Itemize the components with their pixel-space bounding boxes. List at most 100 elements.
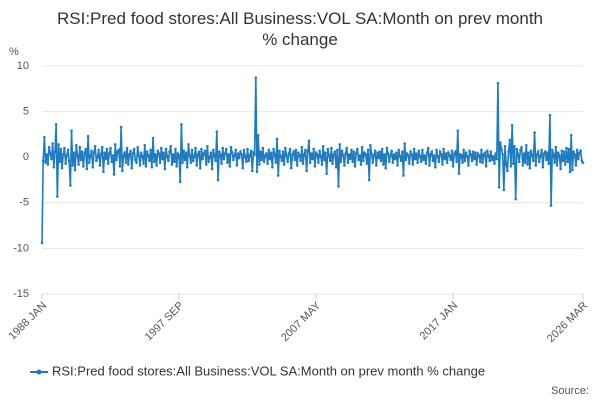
point [520,145,523,149]
point [568,170,572,174]
point [84,147,88,151]
point [490,158,494,162]
point [70,129,73,133]
point [157,152,161,155]
point [429,153,432,156]
point [424,162,428,165]
point [165,154,169,158]
point [149,148,152,152]
point [330,146,333,150]
point [142,162,145,165]
point [184,151,188,154]
point [419,160,423,164]
point [462,148,465,152]
point [278,149,281,153]
point [333,150,337,154]
point [291,153,294,156]
point [117,148,121,152]
point [171,153,175,156]
point [341,154,345,157]
point [160,146,163,150]
point [449,158,453,162]
point [275,137,279,141]
point [352,150,356,154]
point [182,149,186,153]
point [321,144,325,148]
source: Source: [551,385,589,397]
point [506,169,509,173]
point [161,157,164,161]
point [331,162,334,165]
point [185,165,189,169]
point [436,154,440,158]
point [131,152,135,155]
chart-title-line: RSI:Pred food stores:All Business:VOL SA… [57,9,543,28]
point [441,163,444,166]
point [475,163,478,166]
y-tick-label: 0 [23,151,29,163]
point [262,160,266,164]
point [566,160,569,164]
point [102,170,105,174]
point [134,158,137,162]
y-tick-label: 10 [17,60,29,72]
point [532,159,535,163]
point [561,159,565,163]
point [111,154,115,157]
point [486,149,489,153]
point [254,76,258,80]
point [451,165,455,168]
point [239,150,242,154]
point [155,164,158,167]
point [162,151,165,154]
point [528,166,532,170]
point [516,153,520,156]
point [109,146,112,150]
point [286,160,289,164]
point [217,150,221,154]
point [79,158,83,162]
point [344,152,347,155]
point [489,150,493,154]
point [474,151,477,154]
point [359,163,363,166]
point [463,159,467,163]
chart-title-line: % change [262,30,338,49]
point [509,165,513,168]
point [468,149,471,153]
point [61,153,65,156]
point [104,157,108,161]
point [174,147,177,151]
point [143,144,147,147]
point [313,165,317,168]
point [537,160,541,164]
point [216,178,220,182]
point [118,165,122,168]
point [180,123,183,126]
point [306,150,310,154]
point [552,153,555,156]
point [56,195,59,198]
point [403,142,406,145]
point [77,163,80,166]
point [250,169,254,173]
point [380,147,384,151]
point [125,146,129,150]
point [260,158,264,162]
point [396,164,399,167]
point [258,163,261,166]
point [191,159,195,163]
point [189,161,193,164]
point [443,157,447,161]
point [119,125,123,129]
point [454,150,457,154]
point [438,150,442,154]
point [98,164,102,167]
x-tick-label: 2007 MAY [279,299,324,344]
series-line [41,77,584,243]
point [411,163,415,166]
point [249,149,253,153]
point [287,152,291,155]
point [99,153,103,156]
point [248,154,252,157]
